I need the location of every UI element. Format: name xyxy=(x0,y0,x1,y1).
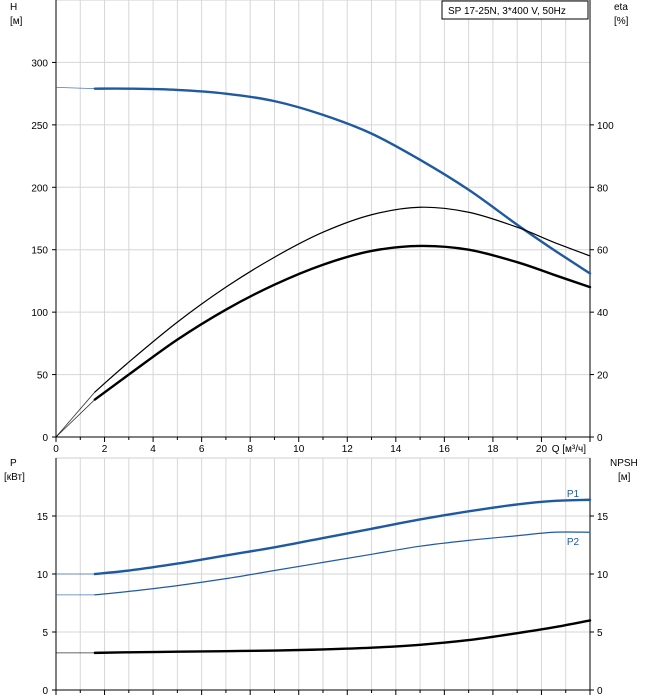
head-efficiency-chart: 0 50 100 150 200 250 300 0 20 40 60 80 100 0 2 4 6 8 10 12 1… xyxy=(10,0,629,455)
series-P1 xyxy=(93,498,592,576)
right-tick-label: 0 xyxy=(597,433,603,444)
x-tick-label: 8 xyxy=(247,444,253,455)
left-tick-label: 10 xyxy=(37,570,49,581)
top-axes: 0 50 100 150 200 250 300 0 20 40 60 80 100 0 2 4 6 8 10 12 1… xyxy=(31,0,614,455)
left-tick-label: 15 xyxy=(37,512,49,523)
bottom-grid xyxy=(55,457,591,691)
right-tick-label: 60 xyxy=(597,246,609,257)
left-tick-label: 200 xyxy=(31,183,48,194)
right-axis-title: NPSH xyxy=(610,458,638,469)
x-axis-title: Q [м³/ч] xyxy=(552,444,587,455)
right-tick-label: 20 xyxy=(597,371,609,382)
series-lead-in xyxy=(55,399,96,438)
right-tick-label: 80 xyxy=(597,183,609,194)
series-head xyxy=(93,87,592,275)
left-axis-title: P xyxy=(10,458,17,469)
left-axis-unit: [кВт] xyxy=(4,472,25,483)
series-lead-in xyxy=(55,391,96,438)
x-tick-label: 6 xyxy=(199,444,205,455)
right-axis-unit: [м] xyxy=(618,472,631,483)
x-tick-label: 2 xyxy=(102,444,108,455)
left-tick-label: 100 xyxy=(31,308,48,319)
x-tick-label: 12 xyxy=(342,444,354,455)
x-tick-label: 4 xyxy=(150,444,156,455)
left-tick-label: 150 xyxy=(31,246,48,257)
x-tick-label: 18 xyxy=(487,444,499,455)
right-tick-label: 100 xyxy=(597,121,614,132)
left-tick-label: 5 xyxy=(42,628,48,639)
series-eta_total xyxy=(93,244,592,401)
left-tick-label: 50 xyxy=(37,371,49,382)
bottom-labels: P [кВт] NPSH [м] P1 P2 xyxy=(4,458,638,548)
top-labels: H [м] eta [%] xyxy=(10,2,629,27)
right-tick-label: 0 xyxy=(597,686,603,697)
series-P2 xyxy=(94,531,591,596)
right-tick-label: 5 xyxy=(597,628,603,639)
series-eta_pump xyxy=(94,206,591,393)
top-series xyxy=(55,87,592,438)
x-tick-label: 20 xyxy=(536,444,548,455)
right-tick-label: 15 xyxy=(597,512,609,523)
x-tick-label: 10 xyxy=(293,444,305,455)
right-axis-unit: [%] xyxy=(614,16,629,27)
left-tick-label: 250 xyxy=(31,121,48,132)
series-label-p1: P1 xyxy=(567,489,580,500)
x-tick-label: 16 xyxy=(439,444,451,455)
power-npsh-chart: 0 5 10 15 0 5 10 15 P [кВт] NPSH [м] P1 P2 xyxy=(4,457,638,697)
left-axis-title: H xyxy=(10,2,17,13)
left-tick-label: 0 xyxy=(42,686,48,697)
series-lead-in xyxy=(55,87,95,90)
bottom-series xyxy=(56,498,592,655)
left-axis-unit: [м] xyxy=(10,16,23,27)
right-tick-label: 10 xyxy=(597,570,609,581)
chart-title-frame xyxy=(441,0,589,20)
x-tick-label: 0 xyxy=(53,444,59,455)
x-tick-label: 14 xyxy=(390,444,402,455)
series-npsh xyxy=(93,619,592,655)
left-tick-label: 0 xyxy=(42,433,48,444)
left-tick-label: 300 xyxy=(31,58,48,69)
chart-title: SP 17-25N, 3*400 V, 50Hz xyxy=(448,6,566,17)
bottom-axes: 0 5 10 15 0 5 10 15 xyxy=(37,458,609,697)
chart-title-box: SP 17-25N, 3*400 V, 50Hz xyxy=(441,0,589,20)
series-label-p2: P2 xyxy=(567,537,580,548)
right-axis-title: eta xyxy=(614,2,628,13)
right-tick-label: 40 xyxy=(597,308,609,319)
